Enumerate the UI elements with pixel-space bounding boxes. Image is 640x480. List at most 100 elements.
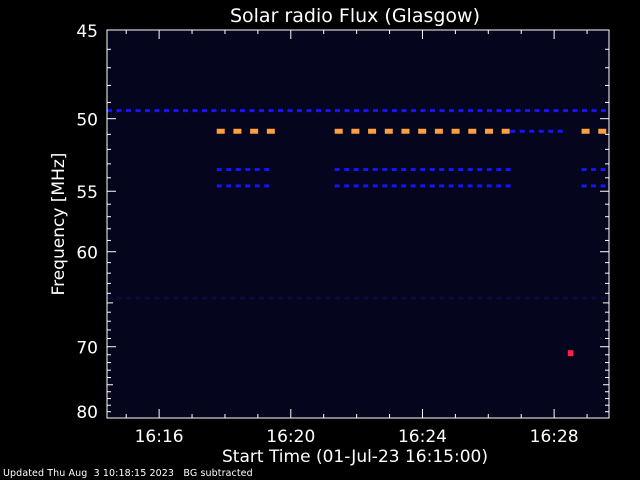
band-segment (401, 128, 410, 134)
band-segment (487, 109, 492, 113)
band-segment (335, 109, 340, 113)
y-tick-label: 60 (76, 244, 98, 264)
band-segment (448, 184, 454, 188)
band-segment (264, 168, 270, 172)
band-segment (192, 296, 198, 300)
band-segment (496, 109, 502, 113)
updated-timestamp: Updated Thu Aug 3 10:18:15 2023 (3, 468, 175, 479)
emission-band-mid-4 (510, 129, 563, 133)
band-segment (278, 109, 283, 113)
band-segment (410, 184, 416, 188)
band-segment (250, 128, 259, 134)
band-segment (449, 296, 454, 300)
emission-band-mid-9 (334, 184, 511, 188)
band-segment (591, 184, 597, 188)
band-segment (496, 184, 502, 188)
band-segment (544, 296, 549, 300)
band-segment (107, 109, 112, 113)
band-segment (116, 109, 122, 113)
band-segment (325, 109, 331, 113)
band-segment (515, 296, 521, 300)
band-segment (458, 109, 464, 113)
band-segment (581, 128, 590, 134)
band-segment (544, 109, 549, 113)
band-segment (598, 128, 607, 134)
band-segment (154, 109, 160, 113)
bg-subtracted-note: BG subtracted (183, 468, 253, 479)
band-segment (216, 184, 222, 188)
band-segment (268, 296, 274, 300)
band-segment (601, 296, 606, 300)
emission-band-high-2 (334, 128, 510, 134)
band-segment (221, 296, 226, 300)
band-segment (411, 109, 416, 113)
band-segment (458, 184, 464, 188)
band-segment (266, 128, 275, 134)
band-segment (439, 168, 445, 172)
band-segment (581, 168, 587, 172)
band-segment (334, 168, 340, 172)
band-segment (254, 184, 260, 188)
band-segment (384, 128, 393, 134)
band-segment (164, 296, 169, 300)
y-tick-label: 50 (76, 111, 98, 131)
band-segment (420, 296, 426, 300)
band-segment (467, 168, 473, 172)
band-segment (418, 128, 427, 134)
band-segment (344, 296, 350, 300)
y-tick-label: 45 (76, 22, 98, 42)
band-segment (173, 296, 179, 300)
band-segment (601, 109, 606, 113)
band-segment (183, 296, 188, 300)
band-segment (297, 109, 302, 113)
y-axis-label: Frequency [MHz] (49, 153, 69, 296)
band-segment (525, 109, 530, 113)
band-segment (363, 109, 369, 113)
band-segment (306, 109, 312, 113)
band-segment (192, 109, 198, 113)
band-segment (496, 296, 502, 300)
band-segment (297, 296, 302, 300)
band-segment (553, 296, 559, 300)
emission-band-low-11 (107, 296, 606, 300)
band-segment (226, 168, 232, 172)
band-segment (351, 128, 360, 134)
band-segment (382, 184, 388, 188)
band-segment (448, 168, 454, 172)
band-segment (467, 184, 473, 188)
band-segment (401, 109, 407, 113)
band-segment (107, 296, 112, 300)
band-segment (548, 129, 554, 133)
band-segment (486, 168, 492, 172)
band-segment (335, 296, 340, 300)
band-segment (287, 296, 293, 300)
band-segment (373, 109, 378, 113)
band-segment (135, 109, 141, 113)
band-segment (401, 184, 407, 188)
band-segment (477, 168, 483, 172)
band-segment (372, 184, 378, 188)
band-segment (515, 109, 521, 113)
band-segment (306, 296, 312, 300)
band-segment (334, 184, 340, 188)
band-segment (287, 109, 293, 113)
band-segment (468, 109, 473, 113)
band-segment (344, 168, 350, 172)
band-segment (202, 109, 207, 113)
band-segment (145, 296, 150, 300)
band-segment (563, 296, 568, 300)
band-segment (249, 109, 255, 113)
band-segment (382, 109, 388, 113)
band-segment (116, 296, 122, 300)
band-segment (434, 128, 443, 134)
band-segment (477, 184, 483, 188)
footer: Updated Thu Aug 3 10:18:15 2023 BG subtr… (3, 468, 253, 479)
band-segment (226, 184, 232, 188)
band-segment (529, 129, 535, 133)
band-segment (591, 168, 597, 172)
y-axis: 45 50 55 60 70 80 (76, 22, 609, 423)
band-segment (233, 128, 242, 134)
band-segment (211, 109, 217, 113)
band-segment (420, 184, 426, 188)
band-segment (401, 168, 407, 172)
